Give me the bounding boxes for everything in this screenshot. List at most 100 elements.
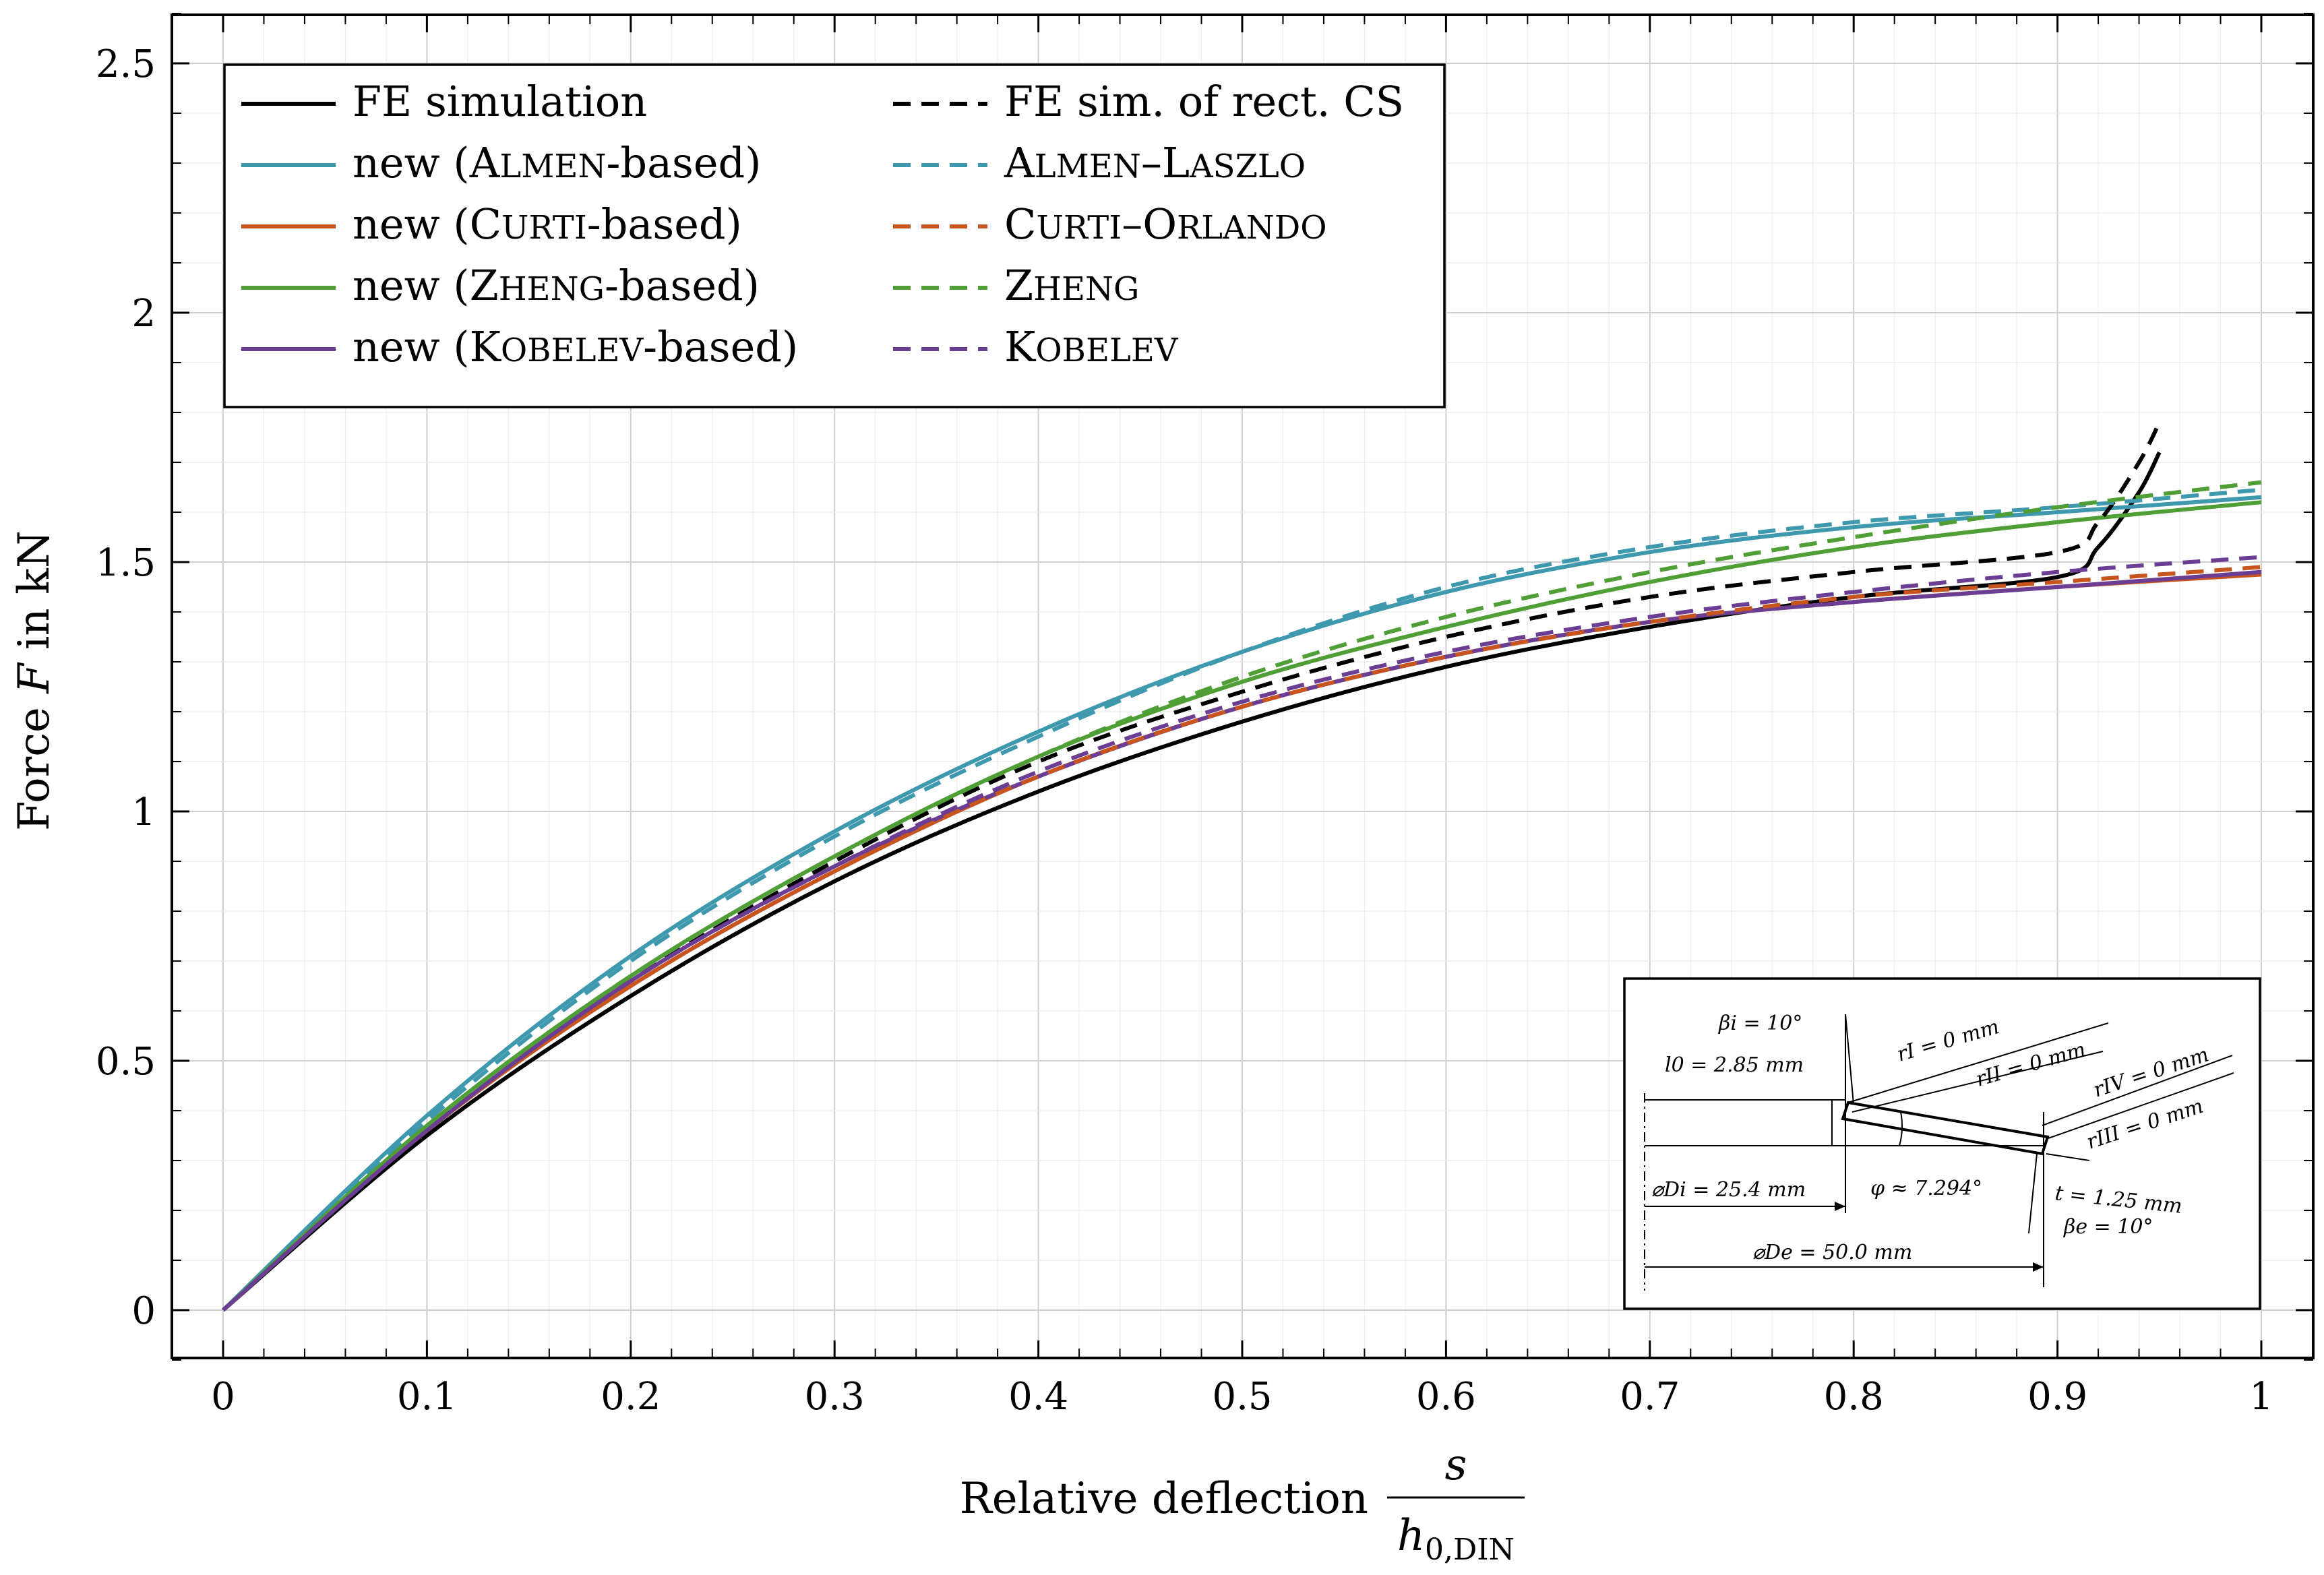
legend-smallcaps: URTI xyxy=(1036,209,1122,247)
legend-text-part: FE simulation xyxy=(353,77,647,126)
legend-text-part: FE sim. of rect. CS xyxy=(1004,77,1404,126)
legend-text-part: – xyxy=(1122,199,1142,249)
series-almen-laszlo xyxy=(221,487,2262,1312)
y-axis-label-part: Force xyxy=(9,693,59,831)
legend-text-part: – xyxy=(1141,138,1162,187)
x-tick-label: 1 xyxy=(2249,1375,2273,1419)
r2-leader xyxy=(1852,1051,2104,1113)
legend-smallcaps: ASZLO xyxy=(1189,148,1306,185)
y-axis-label-var: F xyxy=(9,662,59,694)
axis-labels: Force F in kN Relative deflection s h0,DIN xyxy=(9,530,1525,1567)
y-tick-label: 2.5 xyxy=(96,42,156,86)
y-tick-label: 0 xyxy=(131,1289,156,1333)
x-tick-label: 0.2 xyxy=(601,1375,661,1419)
series-zheng xyxy=(221,480,2262,1312)
legend-text-part: Z xyxy=(1004,261,1033,310)
legend-smallcaps: OBELEV xyxy=(1035,332,1179,369)
inset-label-beta-i: βi = 10° xyxy=(1718,1012,1802,1035)
legend-text-part: -based) xyxy=(606,138,761,187)
y-tick-label: 2 xyxy=(131,292,156,336)
legend-text-part: K xyxy=(1004,322,1037,371)
legend-text-part: new ( xyxy=(353,322,470,371)
x-tick-label: 0.1 xyxy=(397,1375,457,1419)
legend-smallcaps: OBELEV xyxy=(501,332,644,369)
y-axis-label-part: in kN xyxy=(9,530,59,663)
legend-smallcaps: URTI xyxy=(501,209,587,247)
legend-label-zheng: ZHENG xyxy=(1004,261,1139,310)
series-curti-orlando xyxy=(222,565,2262,1312)
x-axis-label: Relative deflection xyxy=(960,1474,1368,1524)
legend-label-almen-laszlo: ALMEN–LASZLO xyxy=(1004,138,1306,187)
phi-arc xyxy=(1899,1111,1903,1146)
x-axis-fraction-denominator: h0,DIN xyxy=(1397,1511,1515,1567)
x-tick-label: 0.3 xyxy=(805,1375,865,1419)
r3-leader xyxy=(2046,1072,2234,1140)
legend-text-part: -based) xyxy=(587,199,742,249)
legend-text-part: A xyxy=(469,138,501,187)
legend-text-part: C xyxy=(470,199,501,249)
di-arrow xyxy=(1835,1202,1845,1211)
legend-text-part: new ( xyxy=(353,261,470,310)
x-axis-fraction-numerator: s xyxy=(1445,1440,1467,1490)
x-tick-label: 0.7 xyxy=(1620,1375,1680,1419)
series-line xyxy=(222,555,2262,1312)
legend-label-new-zheng-based: new (ZHENG-based) xyxy=(353,261,760,310)
x-tick-label: 0.9 xyxy=(2027,1375,2087,1419)
fraction-denominator-sub: 0,DIN xyxy=(1425,1533,1515,1567)
series-line xyxy=(222,421,2162,1312)
inset-label-de: ⌀De = 50.0 mm xyxy=(1752,1241,1912,1264)
legend-label-curti-orlando: CURTI–ORLANDO xyxy=(1004,199,1327,249)
r1-leader xyxy=(1847,1022,2109,1103)
x-tick-label: 0.6 xyxy=(1416,1375,1476,1419)
legend-label-kobelev: KOBELEV xyxy=(1004,322,1179,371)
inset-label-beta-e: βe = 10° xyxy=(2063,1215,2153,1239)
legend-text-part: K xyxy=(470,322,502,371)
legend-box xyxy=(223,63,1446,408)
legend-label-new-almen-based: new (ALMEN-based) xyxy=(353,138,761,187)
x-tick-label: 0.4 xyxy=(1008,1375,1068,1419)
legend-text-part: L xyxy=(1162,138,1190,187)
legend-smallcaps: HENG xyxy=(1033,270,1139,308)
y-tick-label: 1 xyxy=(131,791,156,834)
series-line xyxy=(222,451,2162,1312)
series-line xyxy=(221,480,2262,1312)
x-tick-label: 0.8 xyxy=(1824,1375,1884,1419)
inset-label-phi: φ ≈ 7.294° xyxy=(1870,1177,1982,1200)
inset-label-l0: l0 = 2.85 mm xyxy=(1665,1053,1804,1077)
legend-text-part: O xyxy=(1142,199,1177,249)
r4-leader xyxy=(2042,1055,2233,1126)
legend-label-new-curti-based: new (CURTI-based) xyxy=(353,199,742,249)
x-tick-label: 0 xyxy=(211,1375,235,1419)
beta-e-line xyxy=(2028,1153,2038,1234)
t-leader xyxy=(2046,1153,2090,1161)
y-tick-label: 0.5 xyxy=(96,1040,156,1084)
legend-smallcaps: LMEN xyxy=(1035,148,1141,185)
legend-smallcaps: HENG xyxy=(499,270,605,308)
series-fe-sim-of-rect-cs xyxy=(222,421,2162,1312)
legend-text-part: Z xyxy=(470,261,499,310)
legend-text-part: A xyxy=(1004,138,1035,187)
y-axis-label: Force F in kN xyxy=(9,530,59,831)
inset-label-di: ⌀Di = 25.4 mm xyxy=(1651,1178,1806,1202)
legend-text-part: -based) xyxy=(643,322,798,371)
legend-label-fe-simulation: FE simulation xyxy=(353,77,647,126)
de-arrow xyxy=(2033,1262,2044,1272)
series-layer xyxy=(221,421,2262,1312)
legend-label-new-kobelev-based: new (KOBELEV-based) xyxy=(353,322,798,371)
legend-text-part: new ( xyxy=(353,199,470,249)
legend-text-part: -based) xyxy=(605,261,760,310)
x-tick-label: 0.5 xyxy=(1212,1375,1272,1419)
legend-label-fe-sim-of-rect-cs: FE sim. of rect. CS xyxy=(1004,77,1404,126)
cross-section-shape xyxy=(1841,1101,2050,1156)
legend-text-part: new ( xyxy=(353,138,470,187)
inset-box xyxy=(1623,977,2261,1310)
axes: 0 0.1 0.2 0.3 0.4 0.5 0.6 0.7 0.8 0.9 1 0 0.5 1 1.5 2 2.… xyxy=(96,13,2315,1419)
y-tick-label: 1.5 xyxy=(96,541,156,585)
legend-smallcaps: LMEN xyxy=(499,148,606,185)
series-kobelev xyxy=(222,555,2262,1312)
beta-i-line xyxy=(1845,1014,1854,1105)
